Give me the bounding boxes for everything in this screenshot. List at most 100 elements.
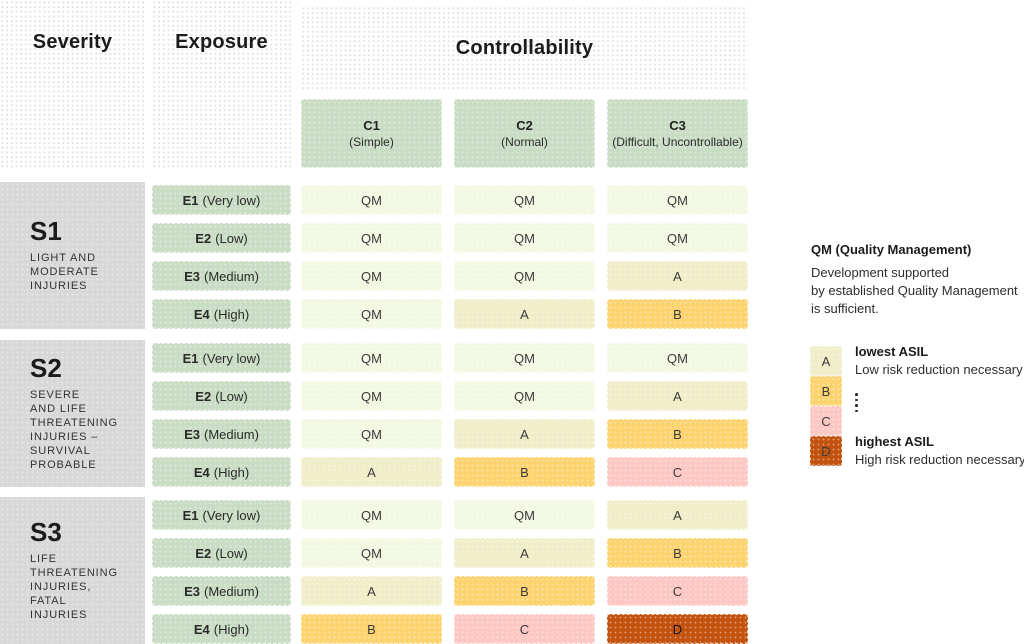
exposure-code: E3 bbox=[184, 583, 200, 599]
asil-cell: C bbox=[454, 614, 595, 644]
table-row: E2 (Low) QM A B bbox=[152, 538, 748, 568]
asil-cell: QM bbox=[454, 500, 595, 530]
asil-cell: QM bbox=[301, 381, 442, 411]
table-row: E1 (Very low) QM QM QM bbox=[152, 185, 748, 215]
asil-legend: A B C D lowest ASIL Low risk reduction n… bbox=[810, 344, 1024, 467]
exposure-code: E2 bbox=[195, 388, 212, 404]
asil-cell: B bbox=[454, 457, 595, 487]
exposure-code: E3 bbox=[184, 268, 200, 284]
table-row: E3 (Medium) A B C bbox=[152, 576, 748, 606]
exposure-cell-e2: E2 (Low) bbox=[152, 223, 291, 253]
exposure-label: (Low) bbox=[215, 545, 248, 561]
asil-cell: QM bbox=[607, 343, 748, 373]
exposure-code: E4 bbox=[193, 621, 210, 637]
asil-cell: QM bbox=[607, 223, 748, 253]
exposure-label: (Medium) bbox=[204, 268, 259, 284]
asil-cell: B bbox=[607, 538, 748, 568]
exposure-label: (High) bbox=[213, 306, 250, 322]
asil-swatch-column: A B C D bbox=[810, 346, 842, 466]
swatch-a: A bbox=[810, 346, 842, 376]
swatch-d: D bbox=[810, 436, 842, 466]
s1-rows: E1 (Very low) QM QM QM E2 (Low) QM QM QM E… bbox=[152, 185, 748, 329]
qm-legend-note: QM (Quality Management) Development supp… bbox=[811, 242, 1024, 318]
asil-cell: B bbox=[607, 419, 748, 449]
qm-legend-title: QM (Quality Management) bbox=[811, 242, 972, 257]
asil-cell: C bbox=[607, 576, 748, 606]
asil-cell: C bbox=[607, 457, 748, 487]
lowest-asil-entry: lowest ASIL Low risk reduction necessary bbox=[855, 344, 1023, 377]
controllability-title: Controllability bbox=[455, 37, 594, 59]
s3-block: S3 LIFE THREATENING INJURIES, FATAL INJU… bbox=[0, 497, 145, 644]
exposure-label: (Very low) bbox=[202, 350, 261, 366]
asil-cell: B bbox=[607, 299, 748, 329]
c1-code: C1 bbox=[363, 118, 380, 133]
asil-cell: A bbox=[607, 500, 748, 530]
s2-description: SEVERE AND LIFE THREATENING INJURIES – S… bbox=[30, 389, 118, 471]
severity-group-s1: S1 LIGHT AND MODERATE INJURIES E1 (Very l… bbox=[0, 182, 748, 329]
asil-cell: QM bbox=[454, 381, 595, 411]
table-row: E4 (High) A B C bbox=[152, 457, 748, 487]
exposure-label: (Very low) bbox=[202, 507, 261, 523]
exposure-cell-e3: E3 (Medium) bbox=[152, 576, 291, 606]
column-header-c1: C1 (Simple) bbox=[301, 99, 442, 168]
asil-cell: QM bbox=[301, 261, 442, 291]
qm-legend-line: is sufficient. bbox=[811, 301, 879, 316]
exposure-label: (High) bbox=[213, 621, 250, 637]
c3-label: (Difficult, Uncontrollable) bbox=[612, 135, 743, 149]
s1-description: LIGHT AND MODERATE INJURIES bbox=[30, 252, 99, 292]
exposure-code: E2 bbox=[195, 230, 212, 246]
asil-cell: QM bbox=[301, 343, 442, 373]
exposure-code: E4 bbox=[193, 464, 210, 480]
c2-code: C2 bbox=[516, 118, 533, 133]
exposure-cell-e3: E3 (Medium) bbox=[152, 419, 291, 449]
s3-code: S3 bbox=[30, 517, 62, 547]
exposure-cell-e1: E1 (Very low) bbox=[152, 185, 291, 215]
highest-asil-desc: High risk reduction necessary bbox=[855, 452, 1024, 467]
exposure-code: E2 bbox=[195, 545, 212, 561]
severity-header-block: Severity bbox=[0, 0, 145, 169]
qm-legend-line: by established Quality Management bbox=[811, 283, 1018, 298]
asil-cell: QM bbox=[301, 419, 442, 449]
exposure-cell-e2: E2 (Low) bbox=[152, 381, 291, 411]
exposure-label: (Very low) bbox=[202, 192, 261, 208]
asil-cell: QM bbox=[454, 261, 595, 291]
asil-cell: QM bbox=[454, 343, 595, 373]
s2-block: S2 SEVERE AND LIFE THREATENING INJURIES … bbox=[0, 340, 145, 487]
c3-code: C3 bbox=[669, 118, 686, 133]
ellipsis-dots bbox=[855, 393, 858, 413]
asil-cell: A bbox=[607, 381, 748, 411]
exposure-code: E1 bbox=[182, 192, 199, 208]
swatch-b: B bbox=[810, 376, 842, 406]
s3-rows: E1 (Very low) QM QM A E2 (Low) QM A B E3 (M… bbox=[152, 500, 748, 644]
asil-cell: QM bbox=[301, 538, 442, 568]
table-row: E4 (High) QM A B bbox=[152, 299, 748, 329]
s2-rows: E1 (Very low) QM QM QM E2 (Low) QM QM A E3… bbox=[152, 343, 748, 487]
exposure-code: E1 bbox=[182, 350, 199, 366]
asil-cell: QM bbox=[454, 185, 595, 215]
table-row: E1 (Very low) QM QM QM bbox=[152, 343, 748, 373]
exposure-cell-e1: E1 (Very low) bbox=[152, 343, 291, 373]
exposure-cell-e4: E4 (High) bbox=[152, 614, 291, 644]
table-row: E4 (High) B C D bbox=[152, 614, 748, 644]
asil-cell: QM bbox=[301, 500, 442, 530]
exposure-label: (Medium) bbox=[204, 426, 259, 442]
table-row: E3 (Medium) QM A B bbox=[152, 419, 748, 449]
asil-cell: A bbox=[301, 576, 442, 606]
exposure-title: Exposure bbox=[175, 31, 268, 53]
severity-group-s3: S3 LIFE THREATENING INJURIES, FATAL INJU… bbox=[0, 497, 748, 644]
asil-cell: A bbox=[607, 261, 748, 291]
s2-code: S2 bbox=[30, 353, 62, 383]
severity-group-s2: S2 SEVERE AND LIFE THREATENING INJURIES … bbox=[0, 340, 748, 487]
exposure-label: (Medium) bbox=[204, 583, 259, 599]
asil-cell: QM bbox=[301, 299, 442, 329]
highest-asil-entry: highest ASIL High risk reduction necessa… bbox=[855, 434, 1024, 467]
exposure-code: E1 bbox=[182, 507, 199, 523]
s1-block: S1 LIGHT AND MODERATE INJURIES bbox=[0, 182, 145, 329]
exposure-cell-e1: E1 (Very low) bbox=[152, 500, 291, 530]
asil-cell: QM bbox=[454, 223, 595, 253]
exposure-code: E3 bbox=[184, 426, 200, 442]
asil-cell: QM bbox=[301, 185, 442, 215]
exposure-header-block: Exposure bbox=[152, 0, 291, 169]
c2-label: (Normal) bbox=[501, 135, 548, 149]
table-row: E3 (Medium) QM QM A bbox=[152, 261, 748, 291]
